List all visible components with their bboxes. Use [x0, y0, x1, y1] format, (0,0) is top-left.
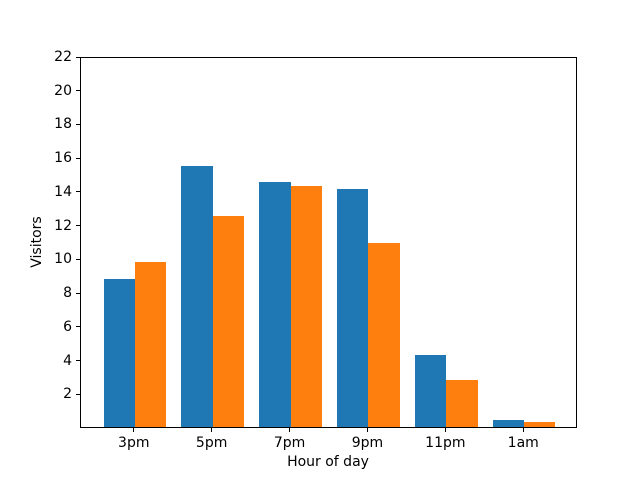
x-tick-label: 7pm — [273, 435, 306, 451]
y-tick-mark — [75, 191, 80, 193]
x-tick-label: 5pm — [195, 435, 228, 451]
y-tick-mark — [75, 360, 80, 362]
x-tick-label: 3pm — [118, 435, 150, 451]
bar-5pm-series1 — [181, 165, 213, 427]
bar-7pm-series2 — [290, 185, 322, 427]
x-tick-label: 9pm — [351, 435, 384, 451]
y-tick-mark — [75, 123, 80, 125]
y-tick-label: 8 — [63, 285, 72, 302]
y-tick-label: 4 — [63, 352, 72, 369]
y-tick-mark — [75, 90, 80, 92]
x-tick-mark — [444, 428, 446, 432]
bar-11pm-series1 — [415, 354, 447, 427]
bar-1am-series1 — [493, 420, 525, 427]
bar-9pm-series2 — [368, 243, 400, 427]
x-tick-mark — [289, 428, 291, 432]
y-tick-mark — [75, 292, 80, 294]
bar-7pm-series1 — [259, 182, 291, 427]
x-tick-mark — [522, 428, 524, 432]
x-tick-mark — [133, 428, 135, 432]
y-tick-mark — [75, 225, 80, 227]
y-tick-label: 22 — [54, 49, 72, 65]
x-tick-label: 1am — [507, 435, 539, 451]
bar-11pm-series2 — [446, 379, 478, 427]
bar-3pm-series2 — [134, 261, 166, 427]
y-tick-mark — [75, 258, 80, 260]
bar-5pm-series2 — [212, 216, 244, 427]
y-tick-label: 6 — [63, 318, 72, 335]
bar-1am-series2 — [524, 421, 556, 427]
y-tick-mark — [75, 326, 80, 328]
y-tick-label: 12 — [54, 217, 72, 234]
y-tick-label: 18 — [54, 116, 72, 133]
y-tick-label: 10 — [54, 251, 72, 268]
y-tick-mark — [75, 393, 80, 395]
y-tick-label: 16 — [54, 150, 72, 167]
x-tick-mark — [366, 428, 368, 432]
y-tick-label: 20 — [54, 82, 72, 99]
y-tick-label: 2 — [63, 386, 72, 403]
y-tick-mark — [75, 56, 80, 58]
x-tick-label: 11pm — [425, 435, 466, 451]
y-tick-label: 14 — [54, 183, 72, 200]
bar-3pm-series1 — [103, 278, 135, 427]
x-axis-label: Hour of day — [287, 454, 369, 470]
x-tick-mark — [211, 428, 213, 432]
plot-area — [80, 57, 577, 428]
bar-9pm-series1 — [337, 189, 369, 427]
y-tick-mark — [75, 157, 80, 159]
